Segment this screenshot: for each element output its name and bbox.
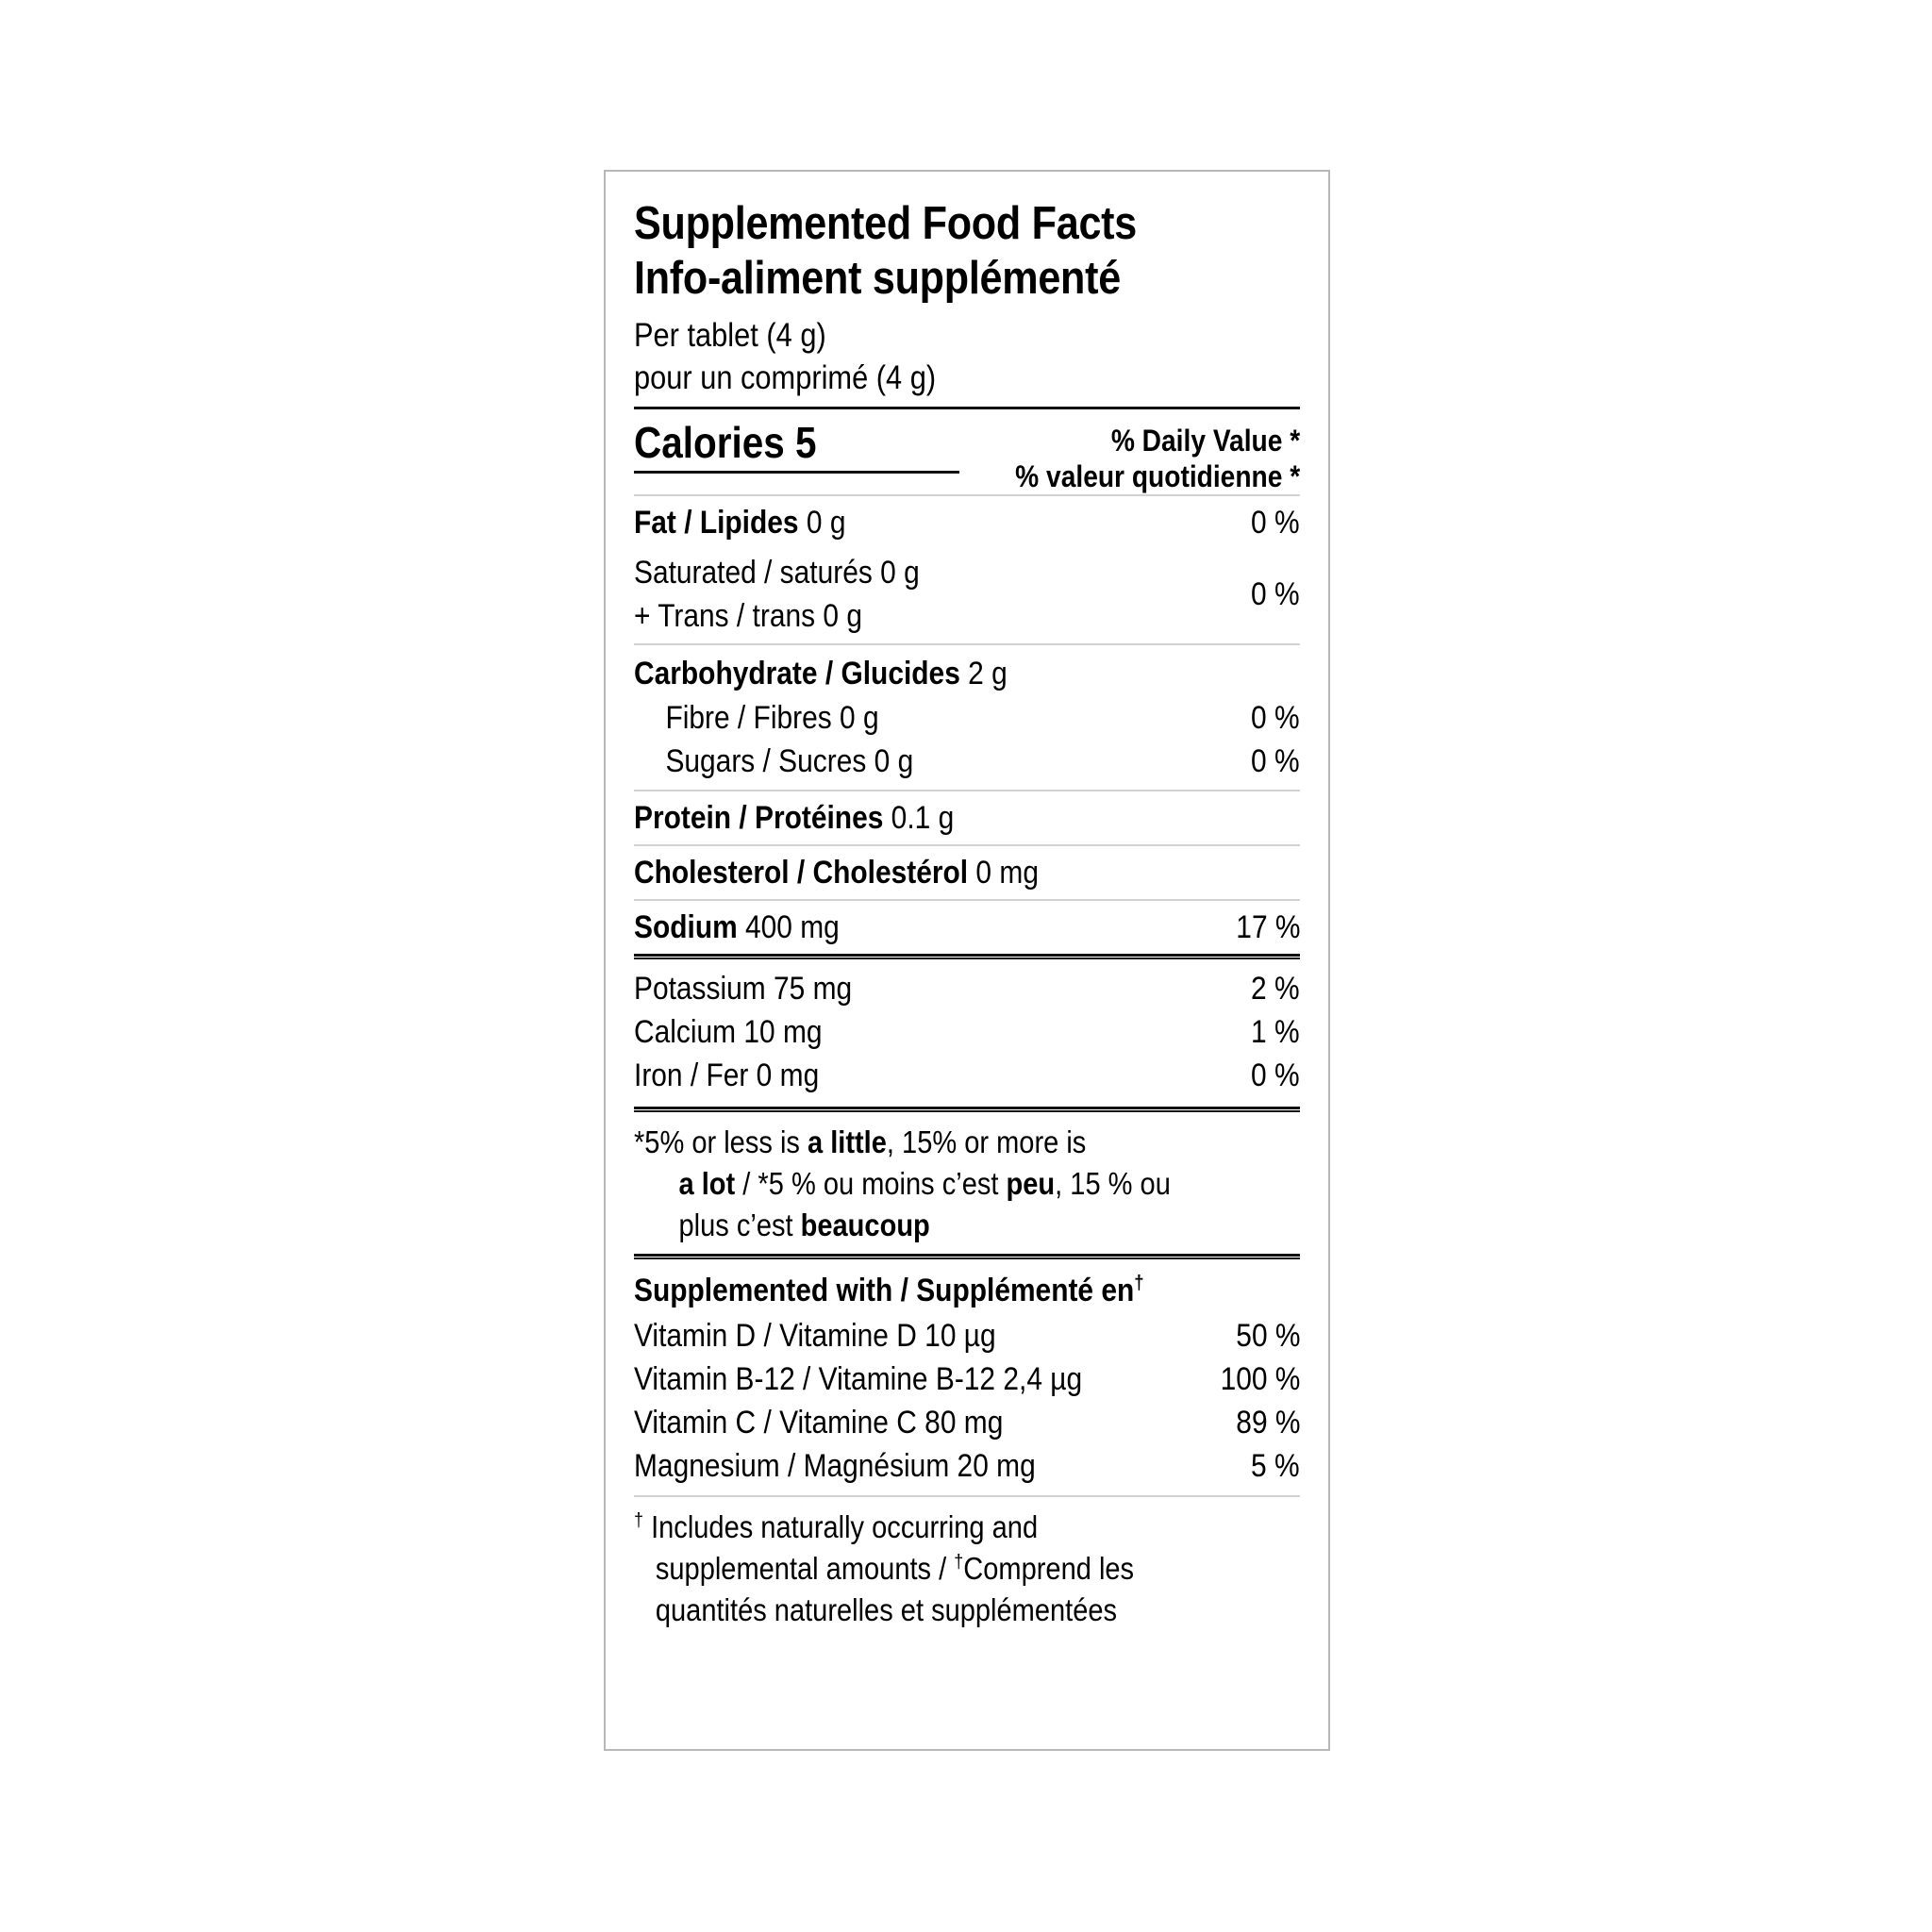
rule-above-dagger-note <box>634 1495 1300 1497</box>
fibre-percent: 0 % <box>1251 700 1300 736</box>
dagger-footnote: † Includes naturally occurring and suppl… <box>634 1497 1220 1631</box>
nutrient-row-carbohydrate: Carbohydrate / Glucides 2 g <box>634 645 1300 696</box>
spacer <box>634 399 1300 407</box>
potassium-percent: 2 % <box>1251 971 1300 1007</box>
iron-percent: 0 % <box>1251 1058 1300 1093</box>
mineral-row-iron: Iron / Fer 0 mg 0 % <box>634 1054 1300 1097</box>
vitamin-d-percent: 50 % <box>1235 1318 1300 1354</box>
dagger-marker-footnote-french: † <box>954 1551 964 1573</box>
supplemented-with-heading: Supplemented with / Supplémenté en† <box>634 1272 1144 1308</box>
vitamin-c-label: Vitamin C / Vitamine C 80 mg <box>634 1405 1004 1441</box>
sugars-percent: 0 % <box>1251 743 1300 779</box>
sodium-label: Sodium 400 mg <box>634 909 840 945</box>
potassium-label: Potassium 75 mg <box>634 971 853 1007</box>
rule-below-fat <box>634 643 1300 645</box>
supplement-row-vitamin-c: Vitamin C / Vitamine C 80 mg 89 % <box>634 1401 1300 1444</box>
rule-below-protein <box>634 844 1300 846</box>
supplement-row-vitamin-b12: Vitamin B-12 / Vitamine B-12 2,4 µg 100 … <box>634 1357 1300 1401</box>
dagger-marker-heading: † <box>1134 1272 1144 1294</box>
sodium-percent: 17 % <box>1235 909 1300 945</box>
fat-label: Fat / Lipides 0 g <box>634 505 846 541</box>
trans-fat-label: + Trans / trans 0 g <box>634 598 862 634</box>
nutrient-row-cholesterol: Cholesterol / Cholestérol 0 mg <box>634 846 1300 899</box>
serving-size-french: pour un comprimé (4 g) <box>634 359 937 396</box>
calcium-percent: 1 % <box>1251 1014 1300 1050</box>
dagger-footnote-line-3: quantités naturelles et supplémentées <box>655 1592 1118 1627</box>
protein-label: Protein / Protéines 0.1 g <box>634 800 955 836</box>
rule-below-cholesterol <box>634 899 1300 901</box>
nutrient-row-sugars: Sugars / Sucres 0 g 0 % <box>634 740 1300 790</box>
rule-above-little-lot-note <box>634 1107 1300 1112</box>
daily-value-english: % Daily Value * <box>1110 424 1300 458</box>
calories-daily-value-band: Calories 5 % Daily Value * % valeur quot… <box>634 409 1300 494</box>
sugars-label: Sugars / Sucres 0 g <box>665 743 914 779</box>
magnesium-label: Magnesium / Magnésium 20 mg <box>634 1448 1036 1484</box>
carbohydrate-label: Carbohydrate / Glucides 2 g <box>634 656 1008 691</box>
daily-value-french: % valeur quotidienne * <box>1015 459 1300 493</box>
vitamin-b12-percent: 100 % <box>1220 1361 1300 1397</box>
mineral-row-calcium: Calcium 10 mg 1 % <box>634 1010 1300 1054</box>
rule-above-calories <box>634 407 1300 409</box>
nutrient-group-saturated-trans: Saturated / saturés 0 g + Trans / trans … <box>634 549 1300 643</box>
rule-below-carbohydrate <box>634 790 1300 791</box>
cholesterol-label: Cholesterol / Cholestérol 0 mg <box>634 855 1039 891</box>
calories-underline <box>634 471 959 474</box>
rule-above-minerals <box>634 954 1300 959</box>
rule-below-calories <box>634 494 1300 496</box>
panel-title-english: Supplemented Food Facts <box>634 198 1137 249</box>
nutrient-row-fibre: Fibre / Fibres 0 g 0 % <box>634 696 1300 740</box>
supplement-block: Vitamin D / Vitamine D 10 µg 50 % Vitami… <box>634 1312 1300 1495</box>
saturated-trans-lines: Saturated / saturés 0 g + Trans / trans … <box>634 551 958 638</box>
nutrient-row-protein: Protein / Protéines 0.1 g <box>634 791 1300 844</box>
dagger-footnote-line-1: † Includes naturally occurring and <box>634 1509 1039 1544</box>
calories-value: Calories 5 <box>634 418 817 467</box>
little-lot-line-1: *5% or less is a little, 15% or more is <box>634 1124 1087 1159</box>
vitamin-d-label: Vitamin D / Vitamine D 10 µg <box>634 1318 996 1354</box>
fat-percent: 0 % <box>1251 505 1300 541</box>
calcium-label: Calcium 10 mg <box>634 1014 823 1050</box>
panel-title-french: Info-aliment supplémenté <box>634 253 1121 304</box>
daily-value-header: % Daily Value * % valeur quotidienne * <box>976 417 1300 494</box>
magnesium-percent: 5 % <box>1251 1448 1300 1484</box>
calories-block: Calories 5 <box>634 417 959 474</box>
supplemented-food-facts-panel: Supplemented Food Facts Info-aliment sup… <box>604 170 1330 1751</box>
dagger-marker-footnote: † <box>634 1509 644 1531</box>
nutrient-row-sodium: Sodium 400 mg 17 % <box>634 901 1300 954</box>
dagger-footnote-line-2: supplemental amounts / †Comprend les <box>655 1551 1135 1586</box>
vitamin-b12-label: Vitamin B-12 / Vitamine B-12 2,4 µg <box>634 1361 1083 1397</box>
mineral-block: Potassium 75 mg 2 % Calcium 10 mg 1 % Ir… <box>634 959 1300 1107</box>
supplement-row-magnesium: Magnesium / Magnésium 20 mg 5 % <box>634 1444 1300 1488</box>
little-lot-line-2: a lot / *5 % ou moins c’est peu, 15 % ou <box>678 1166 1171 1201</box>
iron-label: Iron / Fer 0 mg <box>634 1058 820 1093</box>
vitamin-c-percent: 89 % <box>1235 1405 1300 1441</box>
saturated-fat-label: Saturated / saturés 0 g <box>634 555 920 591</box>
rule-above-supplemented <box>634 1254 1300 1259</box>
mineral-row-potassium: Potassium 75 mg 2 % <box>634 967 1300 1010</box>
fat-amount <box>799 505 807 541</box>
little-lot-line-3: plus c’est beaucoup <box>678 1208 930 1242</box>
serving-size-english: Per tablet (4 g) <box>634 317 826 354</box>
saturated-trans-percent: 0 % <box>1251 576 1300 612</box>
supplement-row-vitamin-d: Vitamin D / Vitamine D 10 µg 50 % <box>634 1314 1300 1357</box>
little-lot-footnote: *5% or less is a little, 15% or more is … <box>634 1112 1220 1254</box>
nutrient-row-fat: Fat / Lipides 0 g 0 % <box>634 496 1300 549</box>
fibre-label: Fibre / Fibres 0 g <box>665 700 879 736</box>
